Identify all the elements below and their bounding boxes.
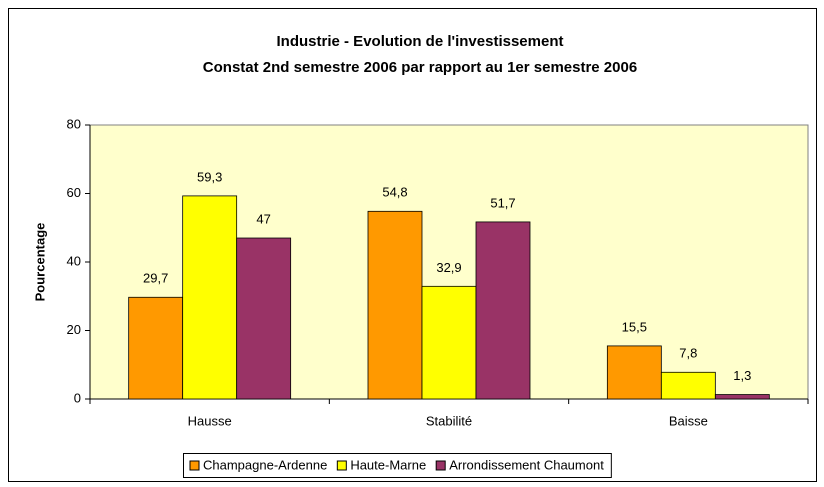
- legend-label: Arrondissement Chaumont: [449, 457, 604, 472]
- chart-title: Industrie - Evolution de l'investissemen…: [277, 33, 564, 50]
- legend-swatch: [435, 460, 446, 471]
- data-label: 54,8: [382, 185, 407, 200]
- data-label: 32,9: [436, 260, 461, 275]
- y-tick-label: 60: [67, 185, 81, 200]
- data-label: 59,3: [197, 169, 222, 184]
- bar: [606, 345, 662, 400]
- data-label: 47: [256, 211, 270, 226]
- legend-label: Champagne-Ardenne: [203, 457, 327, 472]
- chart-subtitle: Constat 2nd semestre 2006 par rapport au…: [203, 59, 637, 76]
- y-axis-title: Pourcentage: [32, 223, 47, 302]
- bar: [367, 210, 423, 400]
- bar: [475, 221, 531, 400]
- legend-box: [183, 453, 612, 478]
- bar: [182, 195, 238, 400]
- x-tick-label: Hausse: [188, 413, 232, 428]
- y-tick-label: 40: [67, 253, 81, 268]
- x-tick-label: Baisse: [669, 413, 708, 428]
- bar: [714, 394, 770, 400]
- legend-swatch: [189, 460, 200, 471]
- legend-label: Haute-Marne: [350, 457, 426, 472]
- y-tick-label: 0: [74, 390, 81, 405]
- data-label: 7,8: [679, 346, 697, 361]
- x-tick-label: Stabilité: [426, 413, 472, 428]
- data-label: 51,7: [490, 195, 515, 210]
- bar: [421, 285, 477, 400]
- data-label: 29,7: [143, 271, 168, 286]
- bar: [660, 371, 716, 400]
- data-label: 15,5: [622, 319, 647, 334]
- y-tick-label: 80: [67, 116, 81, 131]
- y-tick-label: 20: [67, 322, 81, 337]
- bar: [128, 296, 184, 400]
- legend-swatch: [336, 460, 347, 471]
- data-label: 1,3: [733, 368, 751, 383]
- bar: [236, 237, 292, 400]
